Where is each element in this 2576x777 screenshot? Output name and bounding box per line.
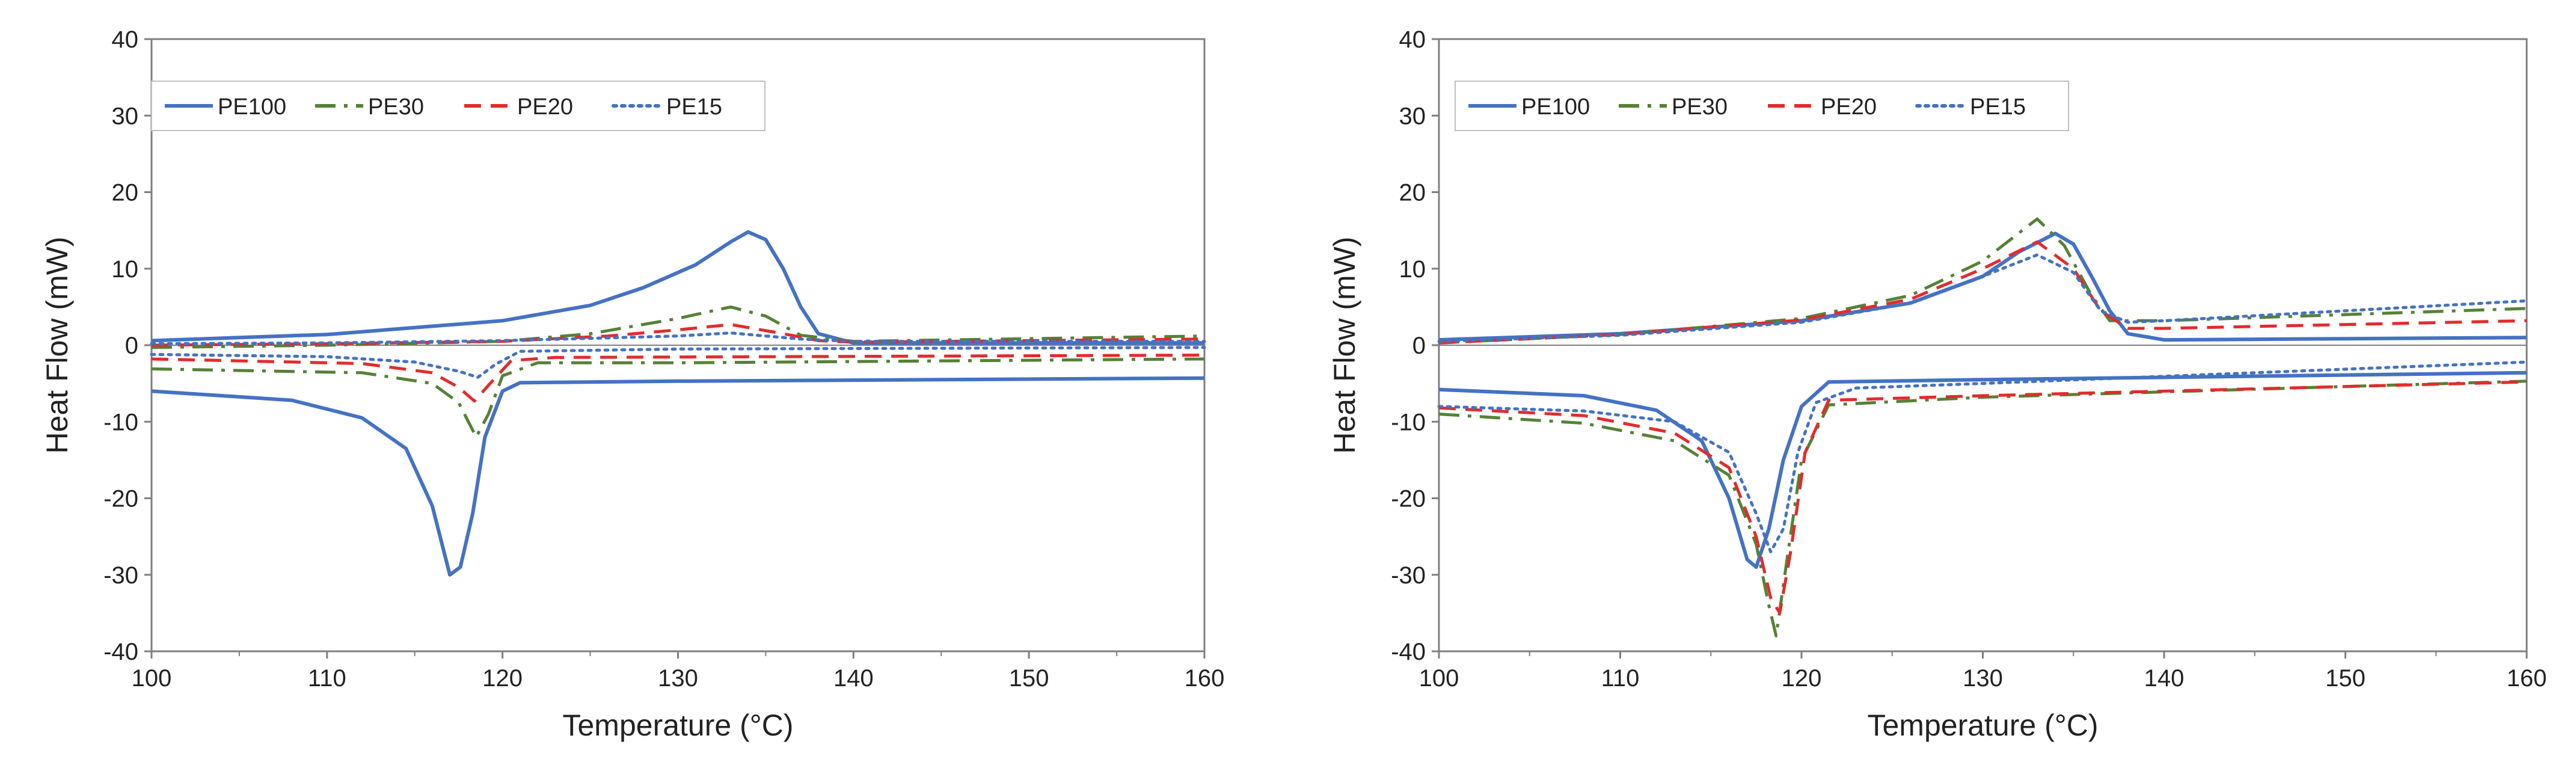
left-ytick-label: -10: [103, 409, 138, 435]
left-legend-box: [151, 81, 765, 131]
right-series-pe15-cooling-line: [1437, 360, 2528, 554]
right-legend-label-pe30: PE30: [1672, 94, 1728, 120]
left-series-pe100-cooling-line: [151, 376, 1205, 577]
right-ytick-label: -40: [1391, 639, 1426, 665]
left-legend-label-pe20: PE20: [517, 94, 573, 120]
right-series-pe20-heating-line: [1438, 240, 2527, 345]
right-xtick-label: 110: [1601, 665, 1640, 692]
left-series-pe20-cooling-line: [151, 354, 1205, 403]
right-ytick-label: -20: [1391, 486, 1426, 512]
left-ytick-label: 10: [112, 256, 139, 283]
right-ytick-label: 20: [1399, 180, 1426, 206]
left-series-pe100-heating-line: [151, 230, 1204, 345]
left-xtick-label: 160: [1185, 665, 1225, 692]
right-ytick-label: -30: [1391, 562, 1426, 589]
left-xtick-label: 110: [308, 665, 346, 692]
right-ytick-label: 40: [1399, 26, 1426, 53]
left-series-pe15-heating-line: [150, 331, 1206, 345]
right-series-pe100-heating-line: [1438, 232, 2527, 342]
left-x-axis-title: Temperature (°C): [563, 708, 794, 742]
left-ytick-label: -30: [103, 562, 138, 589]
right-x-axis-title: Temperature (°C): [1868, 708, 2099, 742]
right-series-pe30-cooling-line: [1438, 379, 2527, 637]
left-series-pe30-cooling-line: [151, 357, 1205, 439]
right-xtick-label: 120: [1782, 665, 1822, 692]
left-xtick-label: 140: [833, 665, 874, 692]
left-legend-label-pe15: PE15: [666, 94, 722, 120]
right-ytick-label: 0: [1412, 333, 1426, 359]
left-xtick-label: 150: [1009, 665, 1049, 692]
right-ytick-label: 30: [1399, 103, 1426, 129]
left-ytick-label: -20: [103, 486, 138, 512]
left-series-pe15-cooling-line: [150, 346, 1206, 379]
left-ytick-label: -40: [103, 639, 138, 665]
right-legend-label-pe15: PE15: [1970, 94, 2026, 120]
right-xtick-label: 150: [2325, 665, 2366, 692]
left-xtick-label: 120: [482, 665, 523, 692]
left-ytick-label: 0: [125, 333, 138, 359]
right-ytick-label: -10: [1391, 409, 1426, 435]
right-y-axis-title: Heat Flow (mW): [1328, 236, 1361, 453]
right-xtick-label: 130: [1963, 665, 2003, 692]
right-legend-label-pe100: PE100: [1521, 94, 1590, 120]
chart-right: -40 -30 -20 -10 0 10 20 30 40 100 110 120 130 140 150 1…: [1328, 26, 2547, 742]
chart-left: -40 -30 -20 -10 0 10 20 30 40 100 110 120 130 140 150 1…: [40, 26, 1224, 742]
right-xtick-label: 100: [1419, 665, 1459, 692]
left-legend-label-pe30: PE30: [368, 94, 424, 120]
right-legend-box: [1455, 81, 2069, 131]
left-xtick-label: 100: [132, 665, 172, 692]
left-ytick-label: 30: [112, 103, 139, 129]
right-xtick-label: 140: [2144, 665, 2185, 692]
right-series-pe30-heating-line: [1438, 217, 2527, 345]
left-xtick-label: 130: [658, 665, 698, 692]
left-ytick-label: 40: [112, 26, 139, 53]
right-ytick-label: 10: [1399, 256, 1426, 283]
right-series-pe100-cooling-line: [1438, 370, 2527, 569]
right-legend-label-pe20: PE20: [1821, 94, 1877, 120]
left-y-axis-title: Heat Flow (mW): [40, 236, 74, 453]
right-xtick-label: 160: [2507, 665, 2547, 692]
left-ytick-label: 20: [112, 180, 139, 206]
left-legend-label-pe100: PE100: [218, 94, 286, 120]
right-series-pe20-cooling-line: [1438, 380, 2527, 615]
right-series-pe15-heating-line: [1437, 253, 2528, 343]
